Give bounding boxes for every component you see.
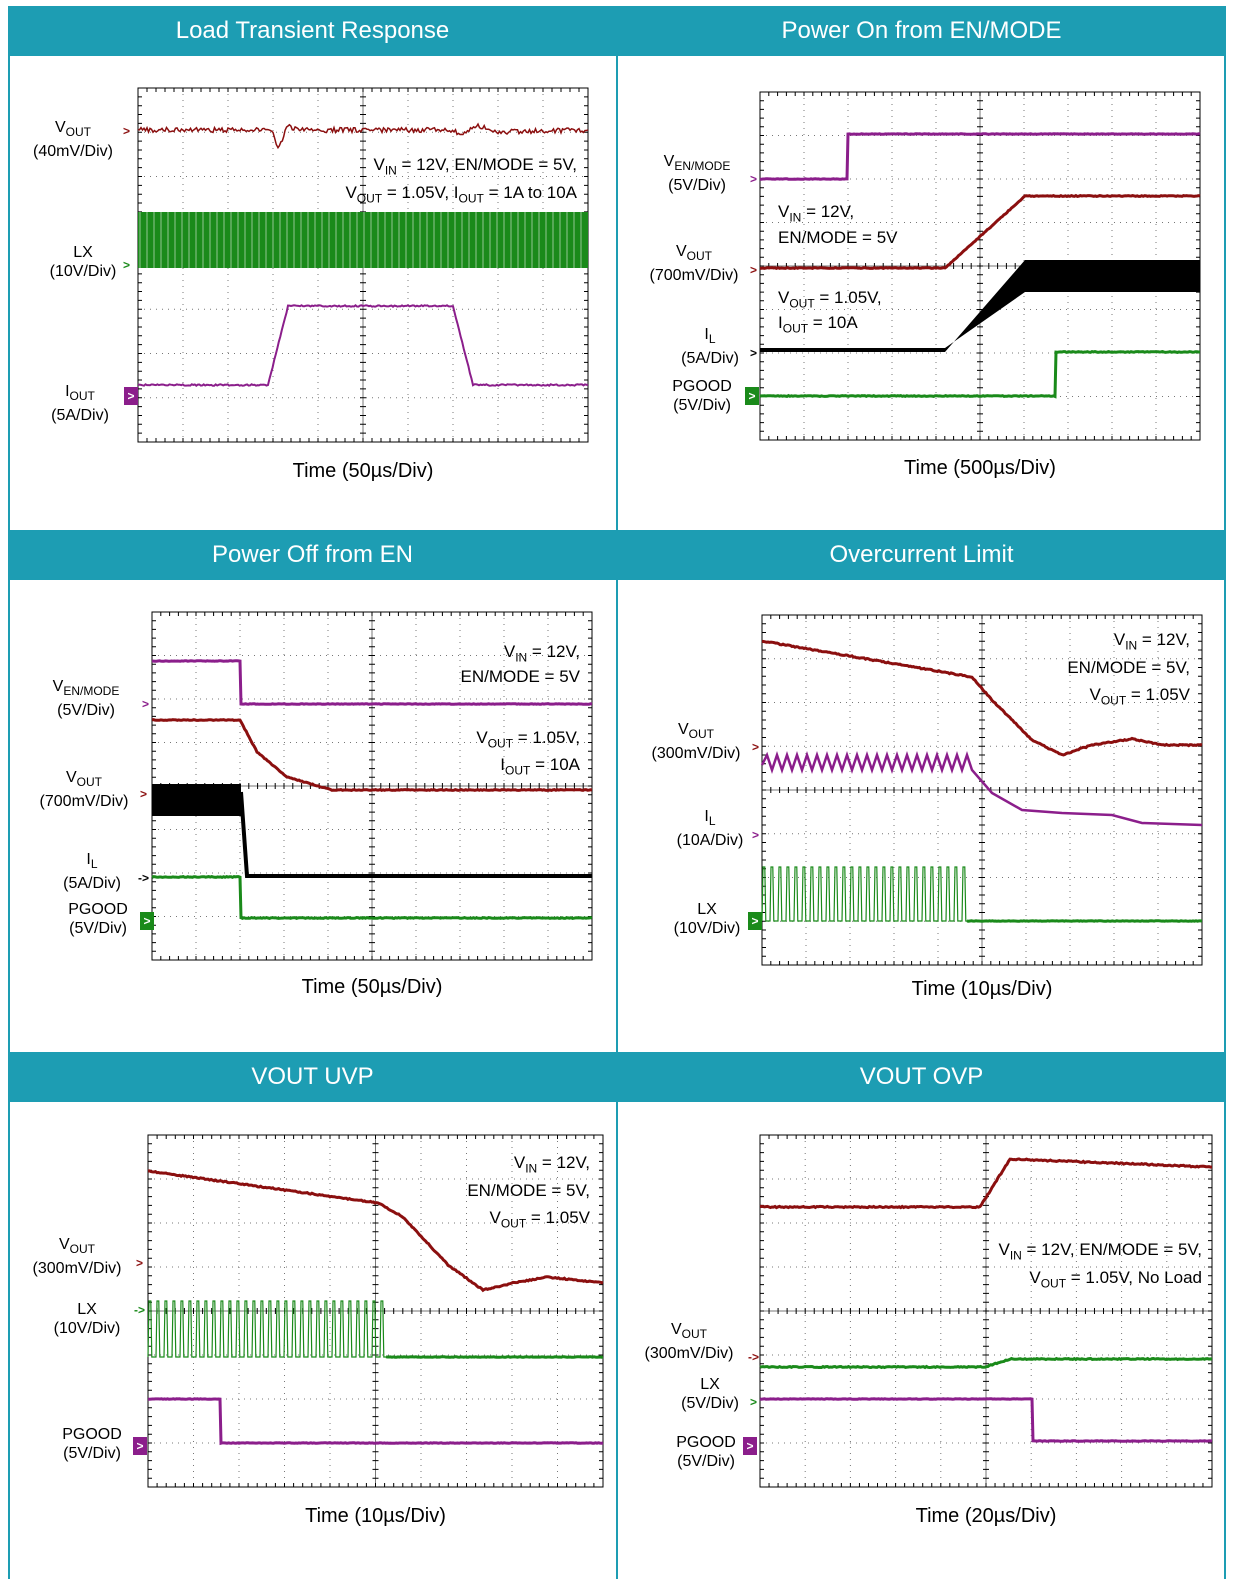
channel-marker: > <box>136 1256 143 1270</box>
channel-marker: > <box>750 263 757 277</box>
scope-plot-vout-ovp <box>760 1135 1212 1487</box>
condition-annotation: VIN = 12V, <box>400 1153 590 1178</box>
condition-annotation: IOUT = 10A <box>778 313 858 338</box>
channel-marker: > <box>743 1437 757 1455</box>
channel-marker: -> <box>748 1350 759 1364</box>
condition-annotation: VOUT = 1.05V, <box>400 728 580 753</box>
channel-label-il: IL (10A/Div) <box>665 807 755 850</box>
condition-annotation: VIN = 12V, EN/MODE = 5V, <box>300 155 577 180</box>
channel-label-ven: VEN/MODE (5V/Div) <box>642 152 752 195</box>
channel-label-pgood: PGOOD (5V/Div) <box>50 1425 134 1463</box>
chart-title: Power Off from EN <box>8 530 617 580</box>
trace-lx <box>148 1301 386 1357</box>
channel-marker: > <box>748 912 762 930</box>
condition-annotation: VOUT = 1.05V <box>1000 685 1190 710</box>
frame-left <box>8 56 10 1579</box>
chart-title: Power On from EN/MODE <box>617 6 1226 56</box>
trace-lx <box>762 867 967 921</box>
channel-marker: > <box>123 124 130 138</box>
channel-label-vout: VOUT (40mV/Div) <box>18 118 128 161</box>
chart-title: Load Transient Response <box>8 6 617 56</box>
x-axis-label: Time (50µs/Div) <box>152 976 592 999</box>
channel-label-vout: VOUT (700mV/Div) <box>28 768 140 811</box>
channel-label-vout: VOUT (700mV/Div) <box>638 242 750 285</box>
channel-marker: > <box>140 787 147 801</box>
channel-marker: -> <box>138 871 149 885</box>
channel-marker: > <box>142 697 149 711</box>
scope-plot-power-on <box>760 92 1200 440</box>
condition-annotation: VIN = 12V, <box>400 642 580 667</box>
condition-annotation: VIN = 12V, <box>1000 630 1190 655</box>
condition-annotation: EN/MODE = 5V <box>778 228 898 248</box>
x-axis-label: Time (50µs/Div) <box>138 460 588 483</box>
chart-title: VOUT OVP <box>617 1052 1226 1102</box>
scope-plot-load-transient <box>138 88 588 442</box>
condition-annotation: EN/MODE = 5V, <box>400 1181 590 1201</box>
channel-marker: > <box>752 740 759 754</box>
trace-il-band <box>152 784 241 816</box>
channel-label-il: IL (5A/Div) <box>52 850 132 893</box>
chart-title: Overcurrent Limit <box>617 530 1226 580</box>
channel-label-lx: LX (10V/Div) <box>662 900 752 938</box>
condition-annotation: VIN = 12V, EN/MODE = 5V, <box>940 1240 1202 1265</box>
condition-annotation: VOUT = 1.05V, IOUT = 1A to 10A <box>280 183 577 208</box>
channel-marker: > <box>750 346 757 360</box>
chart-title: VOUT UVP <box>8 1052 617 1102</box>
channel-label-lx: LX (10V/Div) <box>42 1300 132 1338</box>
x-axis-label: Time (20µs/Div) <box>760 1505 1212 1528</box>
channel-label-vout: VOUT (300mV/Div) <box>18 1235 136 1278</box>
channel-label-il: IL (5A/Div) <box>670 325 750 368</box>
channel-label-vout: VOUT (300mV/Div) <box>640 720 752 763</box>
channel-marker: > <box>750 172 757 186</box>
channel-label-lx: LX (5V/Div) <box>665 1375 755 1413</box>
condition-annotation: IOUT = 10A <box>400 755 580 780</box>
channel-marker: > <box>745 387 759 405</box>
channel-marker: > <box>140 912 154 930</box>
channel-label-lx: LX (10V/Div) <box>38 243 128 281</box>
frame-middle <box>616 56 618 1579</box>
trace-lx-band <box>138 212 588 268</box>
condition-annotation: EN/MODE = 5V <box>400 667 580 687</box>
x-axis-label: Time (10µs/Div) <box>148 1505 603 1528</box>
channel-label-iout: IOUT (5A/Div) <box>40 382 120 425</box>
condition-annotation: VOUT = 1.05V, <box>778 288 882 313</box>
channel-label-pgood: PGOOD (5V/Div) <box>662 377 742 415</box>
channel-label-ven: VEN/MODE (5V/Div) <box>30 677 142 720</box>
frame-right <box>1224 56 1226 1579</box>
condition-annotation: VIN = 12V, <box>778 202 854 227</box>
channel-marker: > <box>124 387 138 405</box>
channel-label-vout: VOUT (300mV/Div) <box>630 1320 748 1363</box>
condition-annotation: VOUT = 1.05V, No Load <box>940 1268 1202 1293</box>
channel-marker: -> <box>134 1303 145 1317</box>
condition-annotation: VOUT = 1.05V <box>400 1208 590 1233</box>
x-axis-label: Time (10µs/Div) <box>762 978 1202 1001</box>
channel-label-pgood: PGOOD (5V/Div) <box>58 900 138 938</box>
channel-marker: > <box>750 1395 757 1409</box>
condition-annotation: EN/MODE = 5V, <box>1000 658 1190 678</box>
channel-marker: > <box>752 828 759 842</box>
x-axis-label: Time (500µs/Div) <box>760 457 1200 480</box>
channel-marker: > <box>133 1437 147 1455</box>
channel-marker: > <box>123 258 130 272</box>
channel-label-pgood: PGOOD (5V/Div) <box>664 1433 748 1471</box>
